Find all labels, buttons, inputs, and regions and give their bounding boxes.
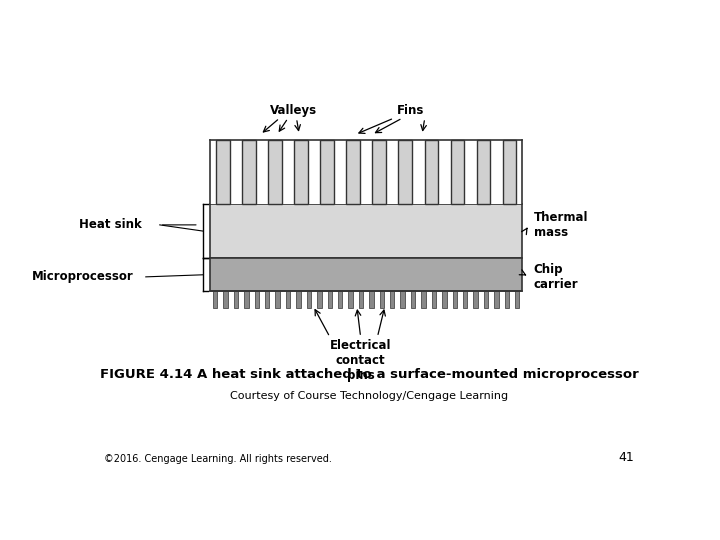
Bar	[411, 292, 415, 308]
Bar	[244, 292, 248, 308]
Bar	[276, 292, 280, 308]
Text: 41: 41	[618, 451, 634, 464]
Bar	[451, 140, 464, 204]
Bar	[515, 292, 519, 308]
Bar	[473, 292, 478, 308]
Bar	[477, 140, 490, 204]
Text: ©2016. Cengage Learning. All rights reserved.: ©2016. Cengage Learning. All rights rese…	[104, 454, 332, 464]
Bar	[425, 140, 438, 204]
Bar	[516, 140, 523, 204]
Bar	[348, 292, 353, 308]
Bar	[308, 140, 320, 204]
Text: Microprocessor: Microprocessor	[32, 271, 133, 284]
Bar	[230, 140, 242, 204]
Text: Electrical
contact
pins: Electrical contact pins	[330, 339, 392, 382]
Bar	[223, 292, 228, 308]
Text: Fins: Fins	[397, 104, 425, 117]
Text: Valleys: Valleys	[270, 104, 318, 117]
Bar	[386, 140, 398, 204]
Bar	[286, 292, 290, 308]
Bar	[484, 292, 488, 308]
Bar	[505, 292, 509, 308]
Bar	[372, 140, 386, 204]
Bar	[328, 292, 332, 308]
Bar	[265, 292, 269, 308]
Bar	[421, 292, 426, 308]
Bar	[346, 140, 360, 204]
Text: Thermal
mass: Thermal mass	[534, 211, 588, 239]
Bar	[494, 292, 498, 308]
Bar	[282, 140, 294, 204]
Bar	[360, 140, 372, 204]
Bar	[242, 140, 256, 204]
Bar	[400, 292, 405, 308]
Bar	[398, 140, 412, 204]
Bar	[297, 292, 301, 308]
Text: Chip
carrier: Chip carrier	[534, 263, 578, 291]
Bar	[390, 292, 395, 308]
Text: FIGURE 4.14 A heat sink attached to a surface-mounted microprocessor: FIGURE 4.14 A heat sink attached to a su…	[99, 368, 639, 381]
Text: Heat sink: Heat sink	[78, 218, 141, 231]
Bar	[412, 140, 425, 204]
Bar	[442, 292, 446, 308]
Bar	[338, 292, 342, 308]
Bar	[369, 292, 374, 308]
Bar	[256, 140, 269, 204]
Bar	[210, 258, 523, 292]
Bar	[463, 292, 467, 308]
Bar	[359, 292, 363, 308]
Bar	[334, 140, 346, 204]
Bar	[213, 292, 217, 308]
Bar	[269, 140, 282, 204]
Text: Courtesy of Course Technology/Cengage Learning: Courtesy of Course Technology/Cengage Le…	[230, 391, 508, 401]
Bar	[294, 140, 308, 204]
Bar	[490, 140, 503, 204]
Bar	[210, 140, 523, 204]
Bar	[464, 140, 477, 204]
Bar	[438, 140, 451, 204]
Bar	[210, 140, 216, 204]
Bar	[453, 292, 457, 308]
Bar	[320, 140, 334, 204]
Bar	[432, 292, 436, 308]
Bar	[317, 292, 322, 308]
Bar	[307, 292, 311, 308]
Bar	[216, 140, 230, 204]
Bar	[255, 292, 259, 308]
Bar	[210, 204, 523, 258]
Bar	[234, 292, 238, 308]
Bar	[503, 140, 516, 204]
Bar	[379, 292, 384, 308]
